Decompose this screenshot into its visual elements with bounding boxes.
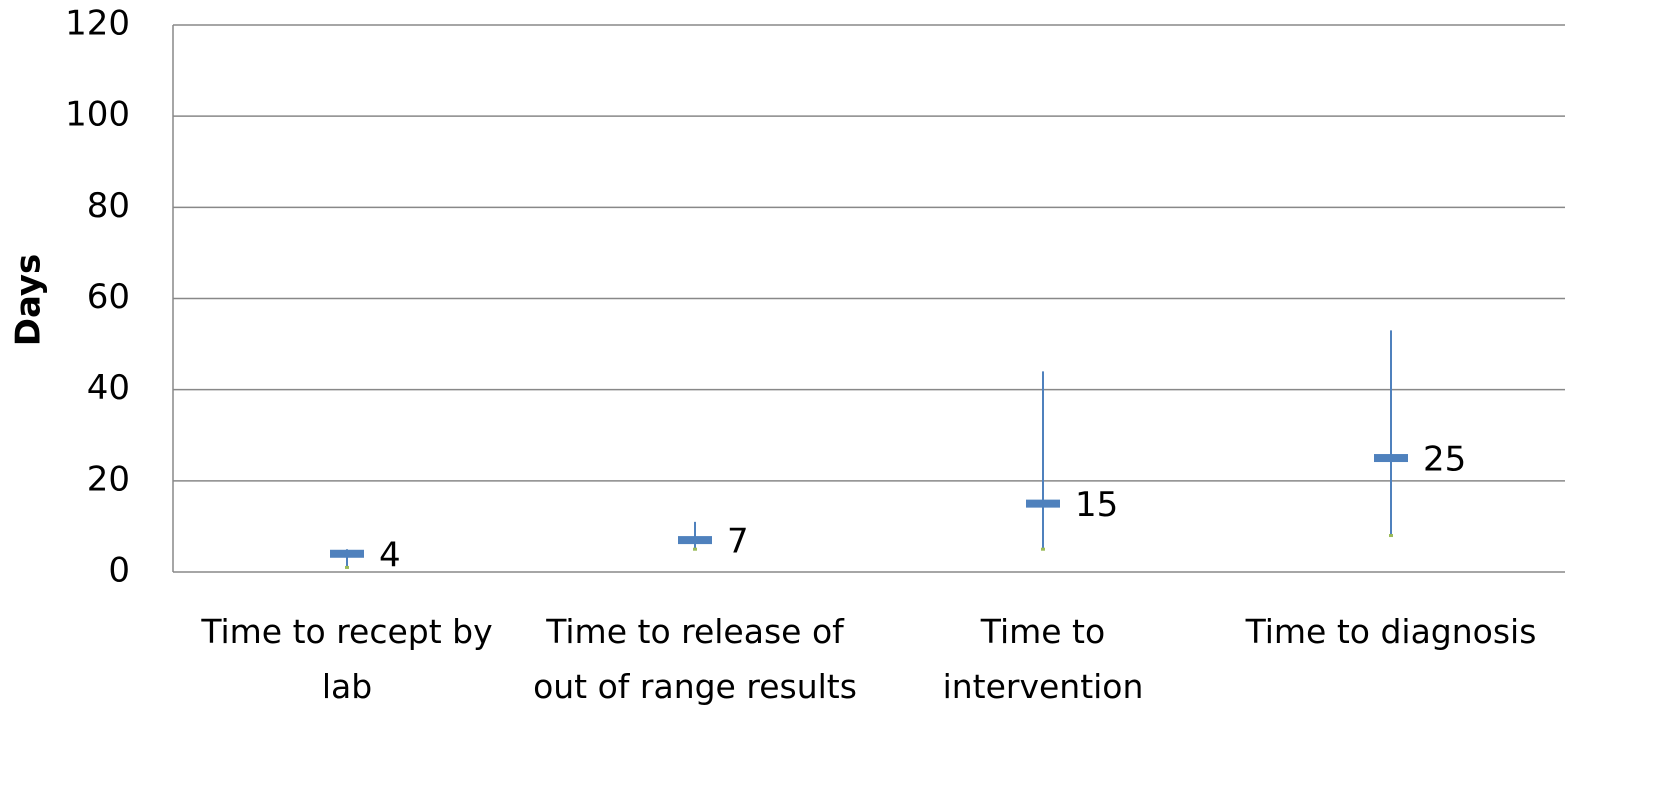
y-tick-label: 0 xyxy=(108,551,130,591)
y-tick-label: 60 xyxy=(87,277,130,317)
median-marker xyxy=(330,549,364,558)
data-label: 4 xyxy=(379,535,401,575)
median-marker xyxy=(1374,454,1408,463)
y-tick-label: 100 xyxy=(65,95,130,135)
y-tick-label: 120 xyxy=(65,4,130,44)
x-tick-label: Time to intervention xyxy=(942,612,1144,706)
x-tick-label: Time to release of out of range results xyxy=(533,612,857,706)
data-label: 7 xyxy=(727,522,749,562)
x-tick-label: Time to recept by lab xyxy=(201,612,493,706)
y-tick-label: 20 xyxy=(87,459,130,499)
median-marker xyxy=(678,536,712,545)
median-marker xyxy=(1026,499,1060,508)
y-tick-label: 40 xyxy=(87,368,130,408)
x-tick-label: Time to diagnosis xyxy=(1245,612,1537,651)
y-tick-label: 80 xyxy=(87,186,130,226)
y-axis-title: Days xyxy=(9,254,49,347)
data-label: 15 xyxy=(1075,485,1118,525)
data-label: 25 xyxy=(1423,440,1466,480)
